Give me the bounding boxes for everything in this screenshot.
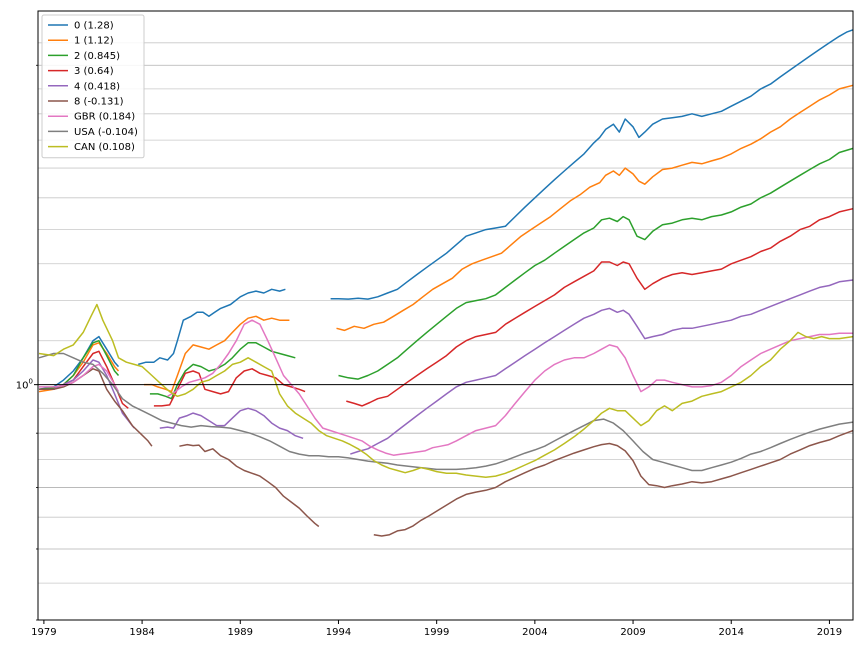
series-line-5-segment-1 xyxy=(179,443,320,528)
series-line-1-segment-2 xyxy=(336,84,854,332)
series-line-5-segment-2 xyxy=(373,429,854,537)
legend-box xyxy=(41,14,145,159)
legend-label: 1 (1.12) xyxy=(74,36,114,47)
series-line-7-segment-0 xyxy=(38,352,854,472)
legend-label: CAN (0.108) xyxy=(74,142,135,153)
series-line-6-segment-0 xyxy=(39,363,120,392)
legend-label: 3 (0.64) xyxy=(74,66,114,77)
x-tick-label: 2009 xyxy=(620,627,645,638)
x-tick-label: 2014 xyxy=(719,627,744,638)
series-line-8-segment-0 xyxy=(38,303,854,478)
x-tick-label: 1979 xyxy=(31,627,56,638)
x-tick-label: 1984 xyxy=(129,627,154,638)
legend-label: USA (-0.104) xyxy=(74,127,138,138)
legend-label: 4 (0.418) xyxy=(74,81,120,92)
series-line-4-segment-2 xyxy=(350,279,854,455)
x-tick-label: 1994 xyxy=(326,627,351,638)
gridlines xyxy=(38,42,853,621)
x-tick-label: 2019 xyxy=(817,627,842,638)
legend: 0 (1.28) 1 (1.12) 2 (0.845) 3 (0.64) 4 (0.41… xyxy=(41,14,145,159)
axes: 1979 1984 1989 1994 1999 2004 2009 2014 2019 100 xyxy=(16,10,854,638)
series-line-0-segment-2 xyxy=(330,29,854,300)
legend-label: 2 (0.845) xyxy=(74,51,120,62)
series-line-4-segment-1 xyxy=(159,407,304,440)
plot-frame xyxy=(37,10,854,621)
x-tick-label: 1999 xyxy=(424,627,449,638)
x-tick-label: 2004 xyxy=(522,627,547,638)
series-lines xyxy=(38,29,854,537)
series-line-6-segment-1 xyxy=(167,319,853,456)
legend-label: 8 (-0.131) xyxy=(74,97,124,108)
series-line-2-segment-2 xyxy=(338,147,854,380)
y-tick-label: 100 xyxy=(16,378,33,392)
legend-label: GBR (0.184) xyxy=(74,112,135,123)
x-tick-label: 1989 xyxy=(228,627,253,638)
series-line-3-segment-2 xyxy=(346,207,854,407)
legend-label: 0 (1.28) xyxy=(74,21,114,32)
series-line-2-segment-1 xyxy=(149,342,296,400)
series-line-3-segment-1 xyxy=(153,368,306,407)
series-line-5-segment-0 xyxy=(39,368,153,447)
series-line-0-segment-1 xyxy=(137,288,286,366)
